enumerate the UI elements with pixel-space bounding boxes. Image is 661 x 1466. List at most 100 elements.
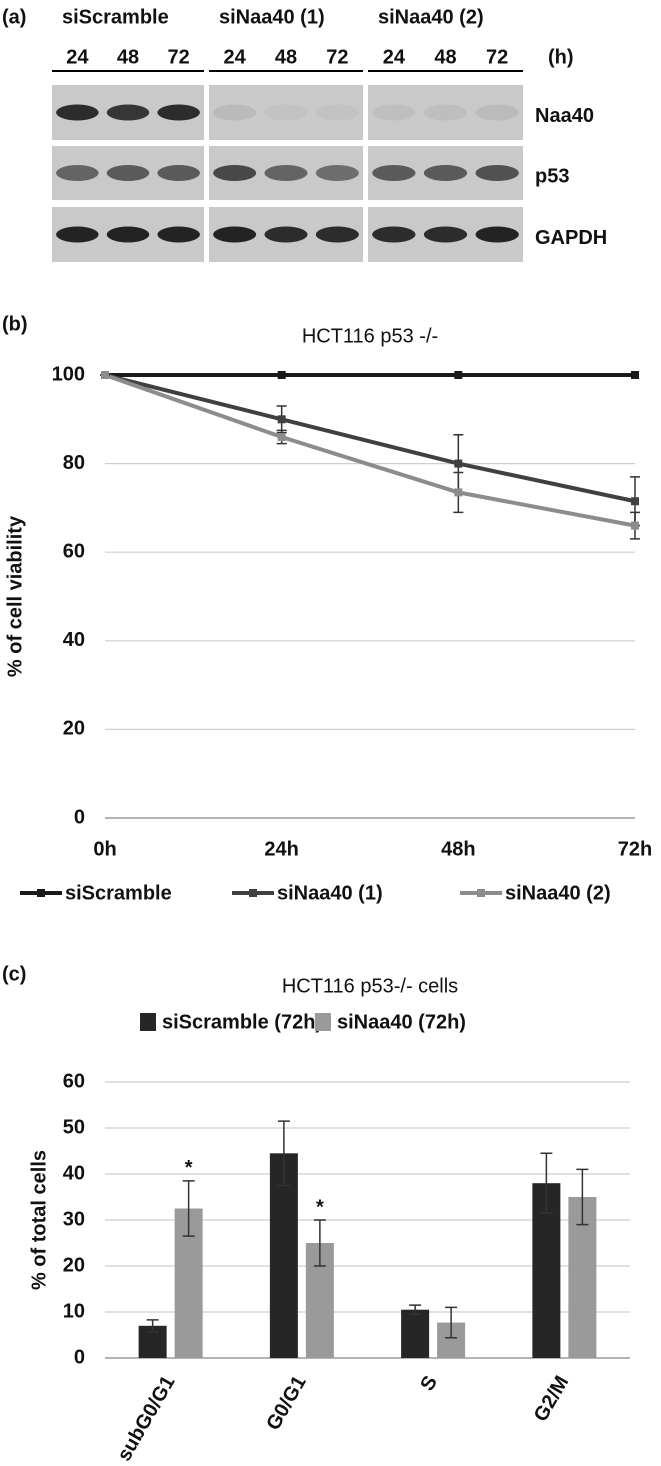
blot-band (264, 165, 308, 181)
y-axis-label: % of cell viability (4, 515, 26, 677)
x-tick-label: G2/M (530, 1372, 574, 1425)
blot-band (157, 226, 200, 243)
marker (631, 497, 639, 506)
x-tick-label: G0/G1 (262, 1372, 311, 1434)
row-label: Naa40 (535, 105, 594, 127)
legend-label: siNaa40 (72h) (337, 1011, 466, 1033)
time-label: 24 (224, 46, 247, 68)
y-tick-label: 20 (63, 1254, 85, 1276)
x-tick-label: 72h (618, 838, 652, 860)
blot-band (372, 165, 416, 181)
legend-swatch (140, 1013, 156, 1031)
blot-band (213, 104, 257, 121)
time-unit: (h) (548, 46, 574, 68)
error-bar (576, 1168, 589, 1226)
x-tick-label: 0h (93, 838, 116, 860)
blot-band (423, 165, 468, 181)
blot-band (264, 226, 308, 243)
x-tick-label: 48h (441, 838, 475, 860)
y-tick-label: 60 (63, 540, 85, 562)
blot-band (56, 104, 99, 121)
y-tick-label: 40 (63, 1162, 85, 1184)
legend-marker (249, 889, 257, 897)
y-tick-label: 0 (74, 1346, 85, 1368)
legend-marker (477, 889, 485, 897)
error-bar (182, 1180, 195, 1237)
chart-title: HCT116 p53-/- cells (282, 975, 458, 997)
panel-label: (a) (2, 6, 26, 28)
blot-band (106, 226, 150, 243)
y-tick-label: 30 (63, 1208, 85, 1230)
blot-band (56, 226, 99, 243)
marker (631, 371, 639, 379)
blot-band (213, 226, 257, 243)
error-bar (409, 1304, 422, 1316)
y-tick-label: 50 (63, 1116, 85, 1138)
marker (277, 433, 286, 442)
marker (454, 459, 463, 468)
group-label: siNaa40 (2) (378, 6, 484, 28)
y-tick-label: 10 (63, 1300, 85, 1322)
series-line (104, 373, 636, 504)
blot-frame (209, 85, 363, 140)
series-line (104, 373, 636, 528)
blot-band (372, 226, 416, 243)
y-tick-label: 0 (74, 806, 85, 828)
time-label: 24 (383, 46, 406, 68)
error-bar (540, 1152, 553, 1214)
blot-band (423, 104, 468, 121)
blot-band (315, 165, 359, 181)
legend-swatch (315, 1013, 331, 1031)
blot-band (423, 226, 468, 243)
blot-band (475, 226, 519, 243)
time-label: 72 (168, 46, 190, 68)
blot-band (106, 165, 150, 181)
blot-band (157, 165, 200, 181)
blot-band (264, 104, 308, 121)
blot-band (315, 226, 359, 243)
marker (277, 371, 286, 379)
panel-label: (b) (2, 313, 28, 335)
blot-band (106, 104, 150, 121)
y-tick-label: 100 (52, 363, 85, 385)
y-tick-label: 60 (63, 1070, 85, 1092)
row-label: p53 (535, 165, 569, 187)
error-bar (146, 1319, 159, 1333)
x-tick-label: S (416, 1372, 442, 1395)
blot-band (475, 165, 519, 181)
significance: * (316, 1196, 324, 1218)
blot-frame (368, 85, 523, 140)
time-label: 48 (434, 46, 456, 68)
y-tick-label: 80 (63, 452, 85, 474)
group-label: siNaa40 (1) (219, 6, 325, 28)
legend-label: siScramble (72h) (162, 1011, 322, 1033)
error-bar (277, 1120, 290, 1187)
time-label: 48 (275, 46, 297, 68)
bar (401, 1309, 430, 1358)
y-tick-label: 20 (63, 718, 85, 740)
marker (454, 488, 463, 497)
panel-label: (c) (2, 963, 26, 985)
time-label: 72 (326, 46, 348, 68)
marker (277, 415, 286, 424)
blot-band (213, 165, 257, 181)
marker (631, 521, 639, 530)
y-axis-label: % of total cells (28, 1150, 50, 1290)
blot-band (372, 104, 416, 121)
x-tick-label: subG0/G1 (113, 1372, 179, 1465)
marker (101, 371, 109, 379)
row-label: GAPDH (535, 227, 607, 249)
group-label: siScramble (62, 6, 169, 28)
time-label: 24 (66, 46, 89, 68)
legend-label: siNaa40 (2) (505, 882, 611, 904)
blot-band (315, 104, 359, 121)
marker (454, 371, 463, 379)
bar (269, 1153, 298, 1358)
time-label: 48 (117, 46, 139, 68)
x-tick-label: 24h (264, 838, 298, 860)
y-tick-label: 40 (63, 629, 85, 651)
legend-label: siScramble (65, 882, 172, 904)
time-label: 72 (486, 46, 508, 68)
legend-label: siNaa40 (1) (277, 882, 383, 904)
